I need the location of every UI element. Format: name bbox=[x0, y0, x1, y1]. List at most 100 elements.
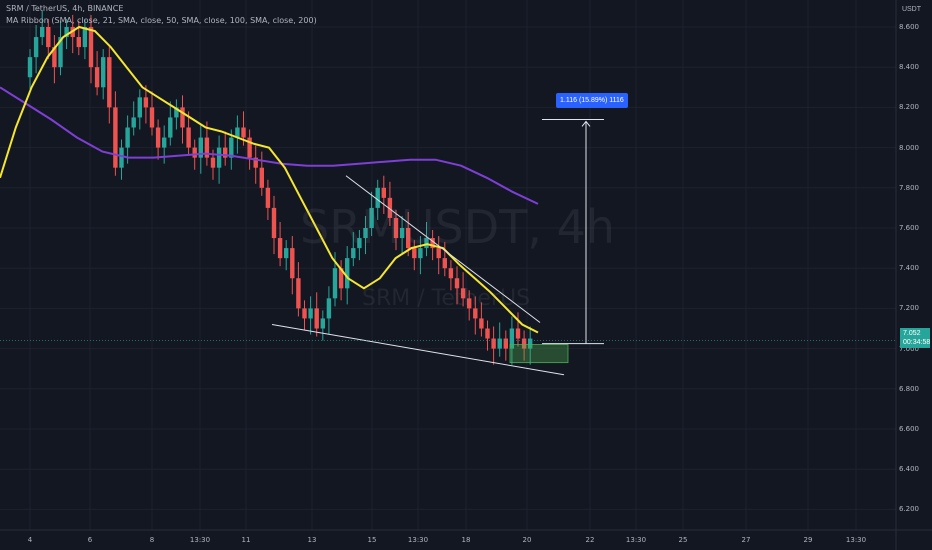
candle-body bbox=[430, 238, 435, 249]
time-tick-label: 18 bbox=[461, 536, 471, 544]
candle-body bbox=[515, 328, 521, 339]
candle-body bbox=[198, 137, 203, 158]
candle-body bbox=[503, 338, 508, 349]
candle-body bbox=[131, 117, 136, 128]
axis-unit: USDT bbox=[901, 6, 921, 13]
candle-body bbox=[180, 107, 185, 128]
candle-body bbox=[101, 57, 106, 88]
time-tick-label: 13:30 bbox=[845, 536, 867, 544]
chart-title[interactable]: SRM / TetherUS, 4h, BINANCE bbox=[6, 4, 124, 13]
candle-body bbox=[143, 97, 149, 108]
price-tick-label: 6.200 bbox=[898, 505, 919, 514]
candle-body bbox=[320, 318, 325, 329]
watermark-symbol: SRMUSDT, 4h bbox=[300, 200, 615, 254]
candle-body bbox=[308, 308, 313, 319]
price-tick-label: 7.000 bbox=[898, 344, 919, 353]
candle-body bbox=[448, 268, 454, 279]
candle-body bbox=[186, 127, 191, 148]
time-tick-label: 22 bbox=[585, 536, 595, 544]
target-zone-box bbox=[509, 344, 569, 364]
candle-body bbox=[52, 47, 57, 68]
candle-body bbox=[393, 217, 399, 239]
candle-body bbox=[424, 238, 429, 249]
price-tick-label: 7.600 bbox=[898, 224, 919, 232]
watermark-name: SRM / TetherUS bbox=[362, 286, 531, 311]
candle-body bbox=[76, 37, 81, 48]
candle-body bbox=[521, 338, 527, 349]
indicator-legend[interactable]: MA Ribbon (SMA, close, 21, SMA, close, 5… bbox=[6, 16, 317, 25]
time-tick-label: 4 bbox=[27, 536, 33, 544]
candle-body bbox=[387, 197, 393, 218]
measure-label[interactable]: 1.116 (15.89%) 1116 bbox=[556, 93, 628, 108]
price-tick-label: 8.000 bbox=[898, 143, 919, 152]
measure-arrow-head bbox=[581, 120, 591, 127]
candle-body bbox=[235, 127, 240, 138]
last-price-tag: 7.052 00:34:58 bbox=[900, 328, 930, 348]
candle-body bbox=[381, 187, 386, 198]
candle-body bbox=[125, 127, 130, 148]
candle-body bbox=[363, 228, 368, 239]
candle-body bbox=[460, 288, 466, 299]
candle-body bbox=[192, 147, 197, 158]
time-tick-label: 29 bbox=[803, 536, 813, 544]
candle-body bbox=[467, 298, 472, 309]
candle-body bbox=[229, 137, 234, 158]
candle-body bbox=[149, 107, 155, 128]
candle-body bbox=[113, 107, 118, 168]
last-price: 7.052 bbox=[903, 330, 921, 337]
candle-body bbox=[204, 137, 210, 158]
candle-body bbox=[253, 157, 258, 168]
time-tick-label: 20 bbox=[522, 536, 532, 544]
lower-trendline bbox=[271, 323, 565, 376]
candle-body bbox=[497, 338, 502, 349]
time-tick-label: 27 bbox=[741, 536, 751, 544]
candle-body bbox=[46, 27, 51, 48]
candle-body bbox=[509, 328, 515, 349]
candle-body bbox=[296, 278, 301, 309]
candle-body bbox=[168, 117, 173, 138]
candles bbox=[27, 10, 533, 365]
candle-body bbox=[351, 248, 356, 259]
time-tick-label: 13:30 bbox=[407, 536, 429, 544]
candle-body bbox=[210, 157, 216, 168]
price-tick-label: 7.200 bbox=[898, 304, 919, 313]
candle-body bbox=[33, 37, 39, 58]
price-tick-label: 7.800 bbox=[898, 183, 919, 192]
candle-body bbox=[528, 338, 533, 349]
grid-lines bbox=[0, 0, 896, 530]
candle-body bbox=[216, 147, 222, 168]
candle-body bbox=[58, 37, 63, 68]
candle-body bbox=[88, 27, 94, 68]
candle-body bbox=[94, 67, 100, 88]
time-tick-label: 13:30 bbox=[189, 536, 211, 544]
candle-body bbox=[485, 328, 490, 339]
price-tick-label: 8.200 bbox=[898, 103, 919, 112]
candle-body bbox=[284, 248, 289, 259]
candle-body bbox=[473, 308, 478, 319]
candle-body bbox=[174, 107, 179, 118]
candle-body bbox=[436, 248, 441, 259]
candle-body bbox=[375, 187, 380, 208]
price-tick-label: 6.400 bbox=[898, 465, 919, 474]
candle-body bbox=[64, 27, 69, 38]
candle-body bbox=[332, 268, 338, 299]
price-tick-label: 8.600 bbox=[898, 23, 919, 31]
candle-body bbox=[155, 127, 161, 148]
candle-body bbox=[119, 147, 124, 168]
candle-body bbox=[338, 268, 344, 289]
time-tick-label: 13 bbox=[307, 536, 317, 544]
candle-body bbox=[27, 57, 33, 78]
time-tick-label: 15 bbox=[367, 536, 377, 544]
candle-body bbox=[314, 308, 319, 329]
candle-body bbox=[369, 207, 374, 228]
time-tick-label: 11 bbox=[241, 536, 251, 544]
time-tick-label: 13:30 bbox=[625, 536, 647, 544]
candle-body bbox=[302, 308, 307, 319]
price-tick-label: 7.400 bbox=[898, 264, 919, 273]
candle-body bbox=[40, 27, 45, 38]
time-tick-label: 25 bbox=[678, 536, 688, 544]
price-tick-label: 6.800 bbox=[898, 384, 919, 393]
candle-body bbox=[326, 298, 332, 319]
candle-body bbox=[223, 147, 228, 158]
